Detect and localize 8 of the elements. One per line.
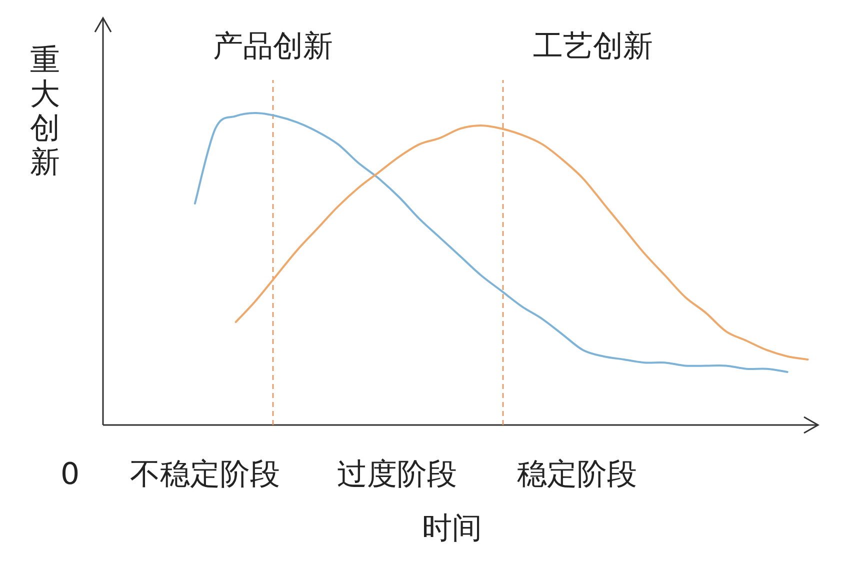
text: 产品创新	[213, 29, 333, 64]
text: 不稳定阶段	[130, 457, 280, 492]
text: 0	[60, 457, 80, 492]
y-axis-title: 重大创新	[30, 43, 60, 180]
text: 稳定阶段	[517, 457, 637, 492]
text: 工艺创新	[533, 29, 653, 64]
x-axis-title: 时间	[422, 511, 482, 546]
text: 过度阶段	[337, 457, 457, 492]
